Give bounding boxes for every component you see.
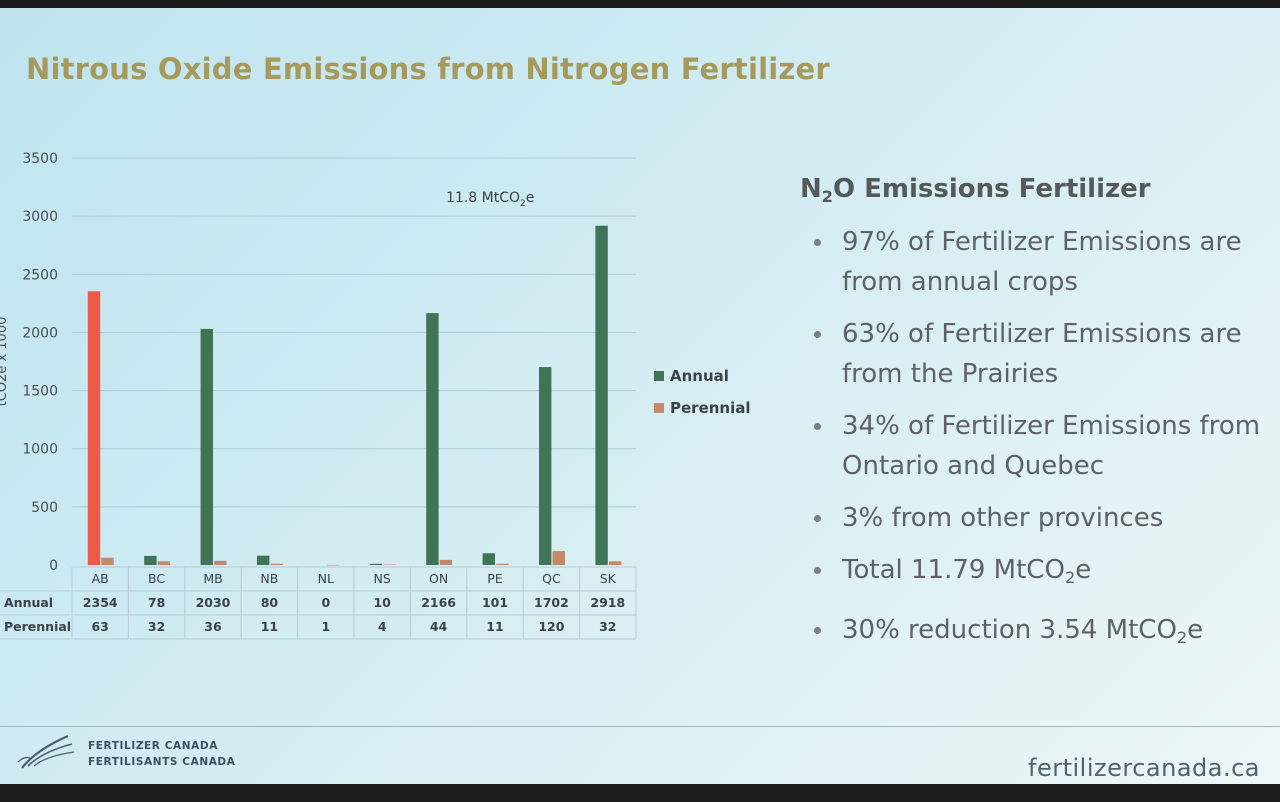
bar-perennial <box>383 564 396 566</box>
bullet-item: 63% of Fertilizer Emissions are from the… <box>808 314 1268 394</box>
x-tick-label: SK <box>600 571 617 586</box>
x-tick-label: NB <box>260 571 278 586</box>
table-value-annual: 2354 <box>83 595 118 610</box>
x-tick-label: AB <box>92 571 109 586</box>
legend-swatch-annual <box>654 371 664 381</box>
bar-perennial <box>157 561 171 565</box>
bullet-text: 34% of Fertilizer Emissions from Ontario… <box>842 411 1261 481</box>
emissions-chart: 0 500 1000 1500 2000 2500 3000 3500 tCO2e x 1000… <box>0 151 751 640</box>
bar-perennial <box>101 557 114 565</box>
website-url: fertilizercanada.ca <box>1028 754 1260 782</box>
bar-annual <box>369 563 383 565</box>
bar-annual <box>256 555 270 565</box>
legend-label-perennial: Perennial <box>670 399 751 417</box>
bar-perennial <box>439 559 453 565</box>
bullet-text: 63% of Fertilizer Emissions are from the… <box>842 319 1242 389</box>
bullet-sub: 2 <box>1064 567 1076 587</box>
bar-annual <box>595 225 608 565</box>
table-value-perennial: 63 <box>91 619 108 634</box>
table-value-annual: 1702 <box>534 595 569 610</box>
table-value-annual: 2166 <box>421 595 456 610</box>
table-value-perennial: 4 <box>378 619 387 634</box>
table-value-perennial: 11 <box>486 619 503 634</box>
bullet-item: 34% of Fertilizer Emissions from Ontario… <box>808 406 1268 486</box>
table-value-perennial: 1 <box>321 619 330 634</box>
table-value-perennial: 36 <box>204 619 222 634</box>
bullet-post: e <box>1075 555 1092 585</box>
x-tick-label: NL <box>318 571 334 586</box>
bullet-list: 97% of Fertilizer Emissions are from ann… <box>808 222 1268 670</box>
annotation-sub: 2 <box>520 199 526 209</box>
table-value-annual: 80 <box>261 595 279 610</box>
logo-line-en: FERTILIZER CANADA <box>88 740 218 752</box>
table-value-annual: 10 <box>373 595 391 610</box>
fertilizer-canada-logo-icon <box>17 734 75 769</box>
bullet-text: 30% reduction 3.54 MtCO <box>842 614 1177 645</box>
annotation-main: 11.8 MtCO <box>446 190 520 206</box>
bar-perennial <box>608 561 622 565</box>
x-tick-label: QC <box>542 571 561 586</box>
table-value-annual: 0 <box>321 595 330 610</box>
bullet-sub: 2 <box>1176 627 1188 647</box>
footer-divider <box>0 726 1280 727</box>
bar-perennial <box>326 564 340 566</box>
bar-annual <box>482 553 495 565</box>
bottom-edge <box>0 784 1280 802</box>
bar-annual <box>538 367 552 565</box>
table-value-perennial: 32 <box>148 619 165 634</box>
y-axis-label: tCO2e x 1000 <box>0 317 10 407</box>
heading-sub: 2 <box>821 186 833 206</box>
table-value-perennial: 44 <box>430 619 448 634</box>
y-tick-label: 3500 <box>22 151 58 167</box>
slide-title: Nitrous Oxide Emissions from Nitrogen Fe… <box>26 52 830 86</box>
table-value-perennial: 120 <box>538 619 564 634</box>
bar-annual <box>144 555 157 565</box>
table-value-annual: 78 <box>148 595 165 610</box>
bar-annual <box>200 328 213 565</box>
table-row-label-annual: Annual <box>4 595 53 610</box>
y-tick-label: 1500 <box>22 384 58 400</box>
x-tick-label: ON <box>429 571 448 586</box>
bullet-text: 3% from other provinces <box>842 503 1164 533</box>
y-tick-label: 1000 <box>22 442 58 458</box>
logo-line-fr: FERTILISANTS CANADA <box>88 756 236 768</box>
y-tick-label: 2000 <box>22 325 58 341</box>
y-tick-label: 2500 <box>22 267 58 283</box>
y-tick-label: 500 <box>31 500 58 516</box>
table-value-annual: 101 <box>482 595 508 610</box>
bullet-text: Total 11.79 MtCO <box>842 555 1065 585</box>
heading-n: N <box>800 174 822 204</box>
table-value-perennial: 11 <box>261 619 278 634</box>
table-value-perennial: 32 <box>599 619 616 634</box>
bar-perennial <box>214 560 227 565</box>
y-tick-label: 3000 <box>22 209 58 225</box>
x-tick-label: BC <box>148 571 165 586</box>
x-tick-label: MB <box>203 571 222 586</box>
bullet-item: Total 11.79 MtCO2e <box>808 550 1268 598</box>
heading-rest: O Emissions Fertilizer <box>832 174 1151 204</box>
annotation-total: 11.8 MtCO2e <box>446 190 534 209</box>
bullet-post: e <box>1187 614 1204 645</box>
bar-annual <box>426 313 439 565</box>
x-tick-label: NS <box>374 571 391 586</box>
bullet-item: 30% reduction 3.54 MtCO2e <box>808 610 1268 658</box>
bar-perennial <box>270 563 283 565</box>
bar-perennial <box>496 563 509 565</box>
x-tick-label: PE <box>487 571 503 586</box>
top-edge <box>0 0 1280 8</box>
table-value-annual: 2030 <box>196 595 231 610</box>
bullet-item: 3% from other provinces <box>808 498 1268 538</box>
bar-annual <box>87 291 101 565</box>
bar-perennial <box>552 551 565 565</box>
bullet-item: 97% of Fertilizer Emissions are from ann… <box>808 222 1268 302</box>
table-row-label-perennial: Perennial <box>4 619 71 634</box>
annotation-post: e <box>526 190 535 206</box>
table-value-annual: 2918 <box>590 595 625 610</box>
logo-text: FERTILIZER CANADA FERTILISANTS CANADA <box>88 738 235 770</box>
right-heading: N2O Emissions Fertilizer <box>800 174 1151 206</box>
y-tick-label: 0 <box>49 558 58 574</box>
legend-label-annual: Annual <box>670 367 729 385</box>
legend-swatch-perennial <box>654 403 664 413</box>
bullet-text: 97% of Fertilizer Emissions are from ann… <box>842 227 1242 297</box>
